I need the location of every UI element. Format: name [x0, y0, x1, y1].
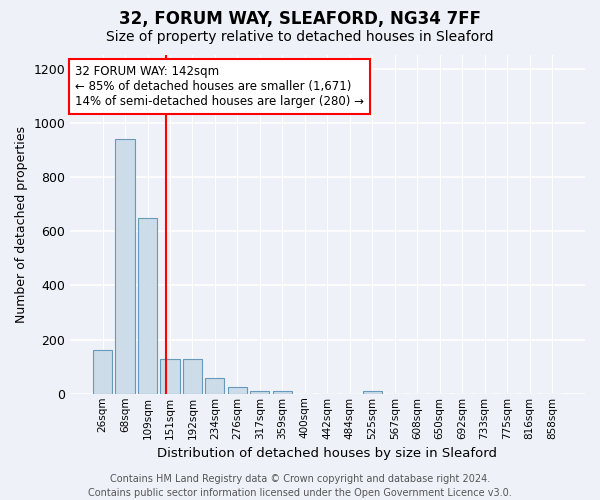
Text: Contains HM Land Registry data © Crown copyright and database right 2024.
Contai: Contains HM Land Registry data © Crown c…	[88, 474, 512, 498]
Bar	[228, 387, 247, 394]
X-axis label: Distribution of detached houses by size in Sleaford: Distribution of detached houses by size …	[157, 447, 497, 460]
Bar	[273, 390, 292, 394]
Bar	[183, 358, 202, 394]
Bar	[250, 390, 269, 394]
Bar	[362, 390, 382, 394]
Bar	[138, 218, 157, 394]
Text: 32, FORUM WAY, SLEAFORD, NG34 7FF: 32, FORUM WAY, SLEAFORD, NG34 7FF	[119, 10, 481, 28]
Y-axis label: Number of detached properties: Number of detached properties	[15, 126, 28, 323]
Bar	[160, 358, 179, 394]
Bar	[205, 378, 224, 394]
Bar	[115, 139, 134, 394]
Bar	[93, 350, 112, 394]
Text: 32 FORUM WAY: 142sqm
← 85% of detached houses are smaller (1,671)
14% of semi-de: 32 FORUM WAY: 142sqm ← 85% of detached h…	[75, 65, 364, 108]
Text: Size of property relative to detached houses in Sleaford: Size of property relative to detached ho…	[106, 30, 494, 44]
